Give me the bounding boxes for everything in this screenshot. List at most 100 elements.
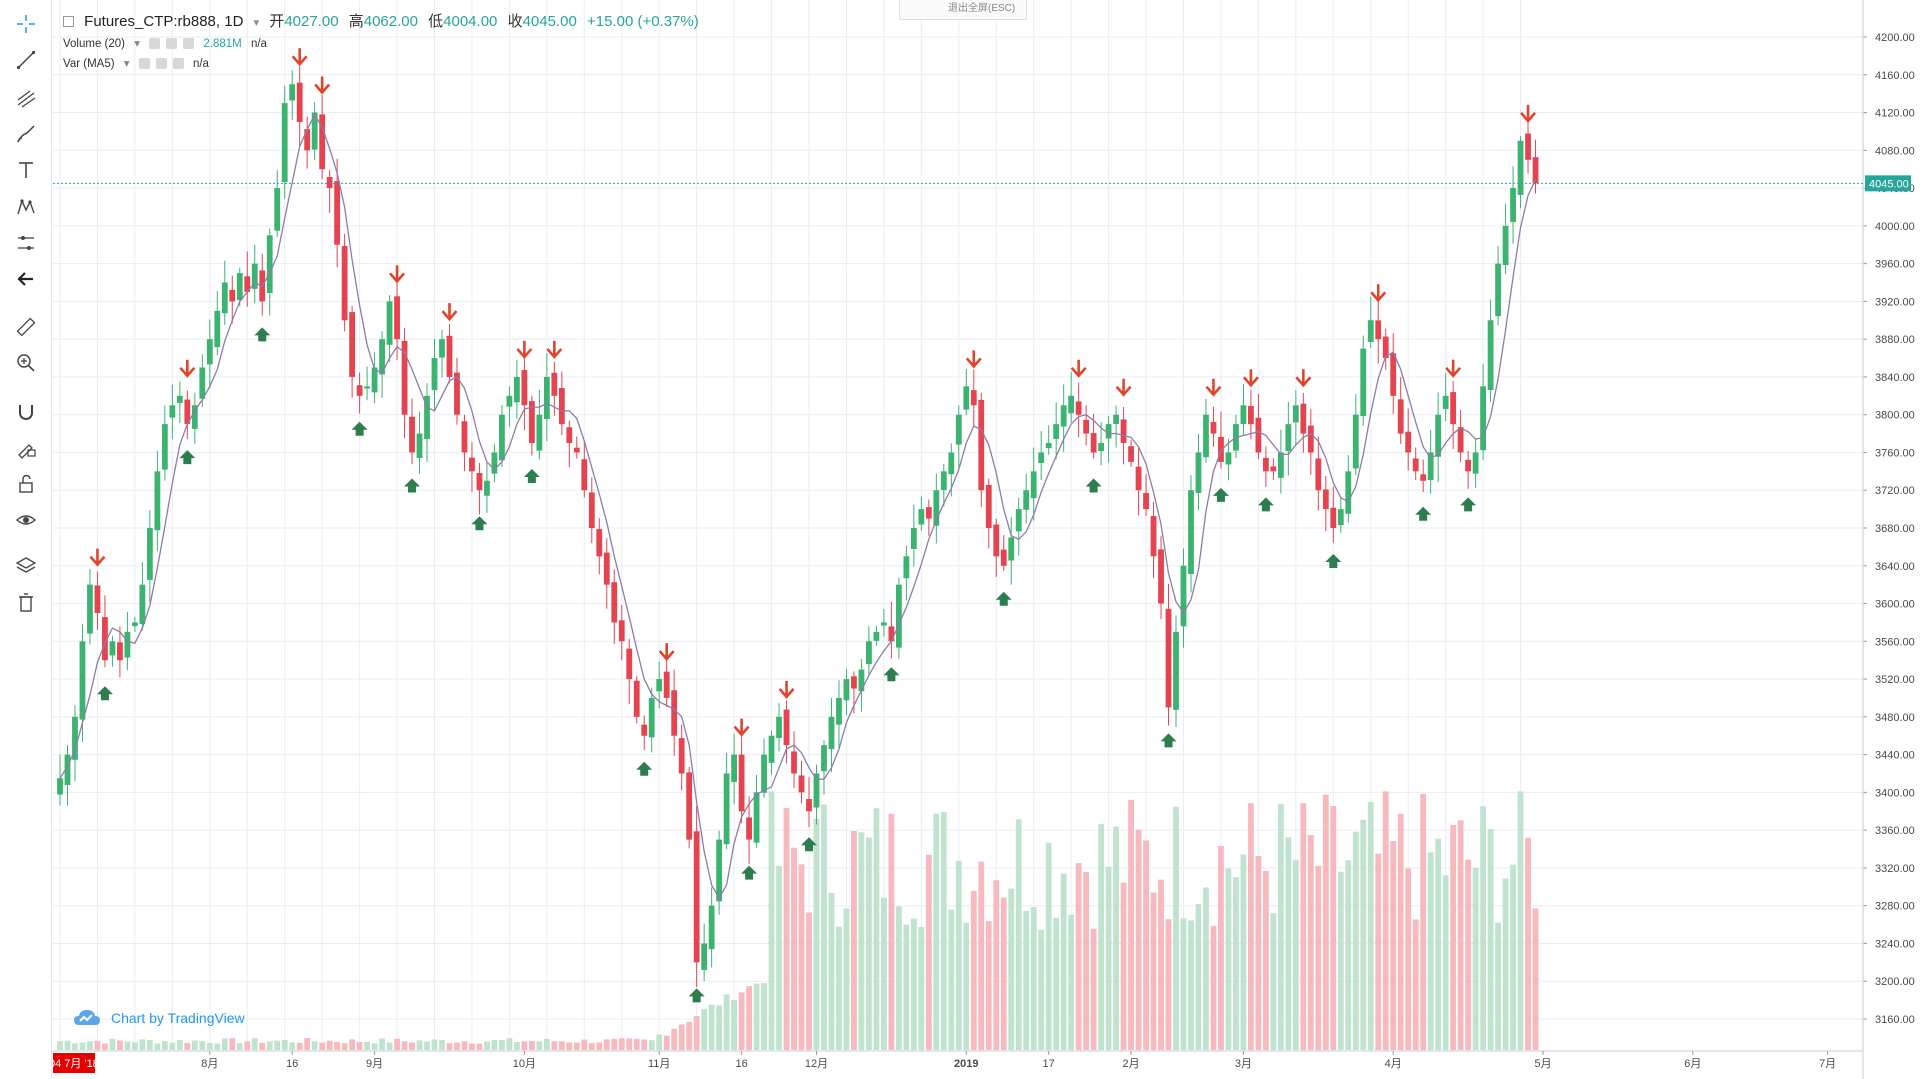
volume-bar	[371, 1043, 378, 1050]
volume-bar	[72, 1043, 78, 1050]
layers-icon[interactable]	[12, 552, 40, 580]
ruler-icon[interactable]	[12, 313, 40, 341]
candle-body	[117, 642, 123, 661]
close-icon[interactable]	[183, 38, 195, 50]
candle-body	[169, 405, 176, 418]
candle-body	[963, 386, 970, 410]
volume-bar	[1248, 803, 1254, 1050]
candle-body	[102, 617, 108, 661]
volume-bar	[1143, 840, 1149, 1050]
candle-body	[1277, 452, 1284, 478]
candle-body	[379, 339, 385, 375]
volume-bar	[94, 1040, 101, 1050]
volume-bar	[176, 1039, 183, 1050]
buy-signal-arrow	[995, 591, 1012, 606]
settings-icon[interactable]	[155, 58, 167, 70]
candle-body	[1270, 466, 1277, 472]
symbol-dropdown-icon[interactable]: ▾	[253, 17, 260, 29]
candle-body	[476, 472, 483, 491]
open-label: 开	[269, 13, 285, 30]
lock-drawing-icon[interactable]	[12, 434, 40, 462]
volume-bar	[813, 818, 820, 1050]
candle-body	[866, 641, 872, 665]
candle-body	[558, 387, 565, 425]
var-dropdown-icon[interactable]: ▾	[123, 58, 130, 70]
pattern-icon[interactable]	[12, 193, 40, 221]
candle-body	[836, 697, 842, 725]
magnet-icon[interactable]	[12, 398, 40, 426]
volume-bar	[236, 1043, 243, 1050]
y-tick-label: 3200.00	[1875, 976, 1915, 988]
candle-body	[244, 276, 251, 292]
volume-dropdown-icon[interactable]: ▾	[134, 38, 140, 50]
unlock-icon[interactable]	[12, 470, 40, 498]
candle-body	[1435, 414, 1442, 457]
volume-bar	[798, 864, 805, 1050]
buy-signal-arrow	[741, 865, 758, 880]
candle-body	[371, 367, 378, 393]
volume-bar	[588, 1043, 595, 1050]
volume-bar	[573, 1042, 580, 1050]
text-icon[interactable]	[12, 156, 40, 184]
volume-bar	[1210, 925, 1217, 1050]
candle-body	[401, 340, 408, 415]
candle-body	[581, 459, 588, 491]
crosshair-icon[interactable]	[12, 10, 40, 38]
eye-icon[interactable]	[12, 506, 40, 534]
zoom-in-icon[interactable]	[12, 349, 40, 377]
candle-body	[686, 772, 693, 840]
volume-bar	[776, 866, 782, 1050]
candle-body	[791, 751, 797, 774]
volume-bar	[1375, 853, 1382, 1050]
candle-body	[873, 631, 880, 641]
close-value: 4045.00	[522, 13, 577, 30]
sell-signal-arrow	[1115, 378, 1132, 397]
price-chart-svg[interactable]: 4200.004160.004120.004080.004040.004000.…	[53, 0, 1920, 1079]
close-icon[interactable]	[172, 58, 184, 70]
visibility-icon[interactable]	[138, 58, 150, 70]
pitchfork-icon[interactable]	[12, 84, 40, 112]
candle-body	[851, 676, 857, 689]
volume-bar	[611, 1038, 618, 1050]
candle-body	[1150, 515, 1157, 557]
candle-body	[588, 492, 595, 528]
x-tick-label: 11月	[648, 1058, 670, 1070]
volume-bar	[753, 983, 760, 1050]
candle-body	[94, 585, 101, 613]
volume-bar	[319, 1042, 326, 1050]
volume-bar	[431, 1039, 438, 1050]
volume-bar	[521, 1041, 528, 1050]
chart-area[interactable]: 4200.004160.004120.004080.004040.004000.…	[53, 0, 1920, 1079]
prediction-icon[interactable]	[12, 229, 40, 257]
exit-fullscreen-tip[interactable]: 退出全屏(ESC)	[899, 0, 1027, 20]
candle-body	[798, 775, 805, 793]
trend-line-icon[interactable]	[12, 46, 40, 74]
symbol-label[interactable]: Futures_CTP:rb888, 1D	[84, 13, 244, 30]
collapse-legend-button[interactable]	[63, 15, 74, 27]
candle-body	[1143, 492, 1149, 510]
visibility-icon[interactable]	[149, 38, 161, 50]
back-arrow-icon[interactable]	[12, 265, 40, 293]
var-study-name[interactable]: Var (MA5)	[63, 58, 115, 70]
settings-icon[interactable]	[166, 38, 178, 50]
tradingview-watermark[interactable]: Chart by TradingView	[73, 1008, 245, 1028]
sell-signal-arrow	[778, 680, 795, 699]
volume-bar	[1113, 826, 1119, 1050]
volume-bar	[409, 1042, 415, 1050]
buy-signal-arrow	[1212, 487, 1229, 502]
trash-icon[interactable]	[12, 588, 40, 616]
brush-icon[interactable]	[12, 120, 40, 148]
volume-bar	[349, 1039, 356, 1050]
volume-bar	[1435, 838, 1442, 1050]
volume-bar	[536, 1041, 543, 1050]
candle-body	[1510, 188, 1516, 222]
volume-bar	[311, 1041, 318, 1050]
candle-body	[1360, 348, 1367, 417]
volume-bar	[566, 1042, 573, 1050]
volume-study-name[interactable]: Volume (20)	[63, 38, 126, 50]
candle-body	[1322, 489, 1329, 510]
volume-bar	[506, 1038, 513, 1050]
candle-body	[1083, 419, 1090, 434]
volume-bar	[57, 1041, 63, 1050]
sell-signal-arrow	[965, 350, 982, 369]
